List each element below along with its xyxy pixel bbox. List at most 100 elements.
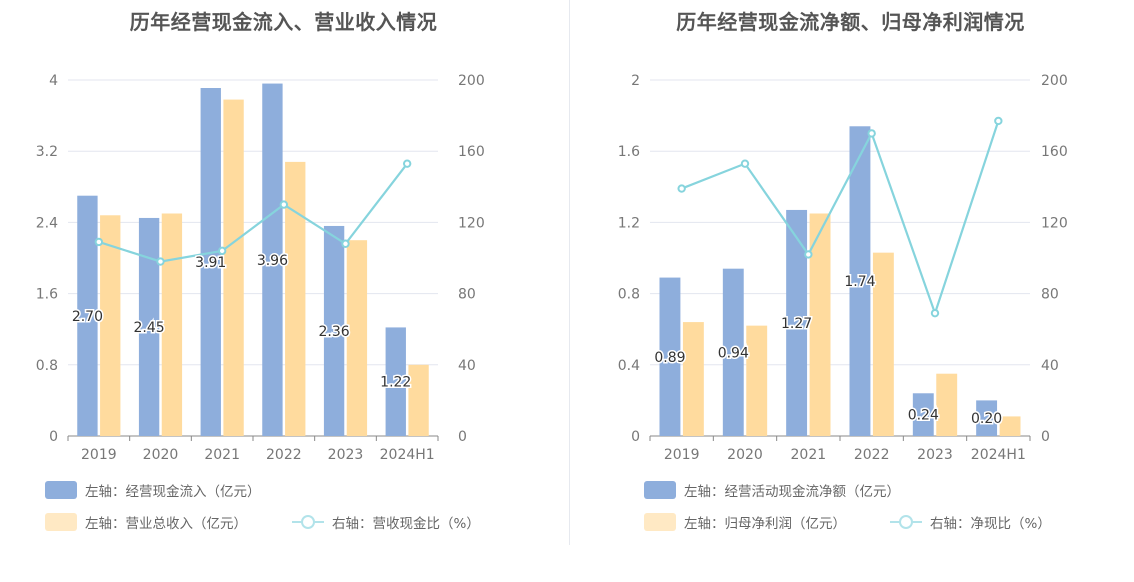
legend-label: 左轴：归母净利润（亿元） <box>684 516 846 532</box>
legend-item-net-profit[interactable]: 左轴：归母净利润（亿元） <box>644 512 846 532</box>
bar-data-label: 0.94 <box>718 345 749 361</box>
chart-title: 历年经营现金流入、营业收入情况 <box>129 10 438 34</box>
right-axis-tick-label: 0 <box>458 429 467 445</box>
bar <box>200 88 221 436</box>
legend-label: 左轴：经营活动现金流净额（亿元） <box>684 484 900 500</box>
bar <box>138 217 160 436</box>
legend-swatch <box>890 513 922 531</box>
bar <box>223 99 244 436</box>
left-axis-tick-label: 0.8 <box>618 287 640 303</box>
bar-data-label: 0.20 <box>971 411 1002 427</box>
x-axis-tick-label: 2024H1 <box>971 447 1026 463</box>
line-point <box>994 116 1003 126</box>
legend-label: 左轴：经营现金流入（亿元） <box>85 484 261 500</box>
bar <box>872 252 894 436</box>
right-axis-tick-label: 120 <box>458 215 485 231</box>
bar-data-label: 3.91 <box>195 255 226 271</box>
left-axis-tick-label: 0 <box>631 429 640 445</box>
bar <box>323 225 345 436</box>
x-axis-tick-label: 2020 <box>727 447 763 463</box>
x-axis-tick-label: 2021 <box>791 447 827 463</box>
left-axis-tick-label: 1.6 <box>618 144 640 160</box>
x-axis-tick-label: 2019 <box>664 447 700 463</box>
bar-data-label: 2.70 <box>72 309 103 325</box>
bar <box>408 364 429 436</box>
x-axis-tick-label: 2024H1 <box>380 447 435 463</box>
x-axis-tick-label: 2022 <box>854 447 890 463</box>
left-axis-tick-label: 4 <box>49 73 58 89</box>
left-axis-tick-label: 3.2 <box>36 144 58 160</box>
right-axis-tick-label: 160 <box>1041 144 1068 160</box>
x-axis-tick-label: 2019 <box>81 447 117 463</box>
bar <box>659 277 681 436</box>
left-axis-tick-label: 2 <box>631 73 640 89</box>
legend-item-cash-inflow[interactable]: 左轴：经营现金流入（亿元） <box>45 480 261 500</box>
bar <box>849 126 871 436</box>
left-axis-tick-label: 2.4 <box>36 215 58 231</box>
bar-data-label: 2.45 <box>134 320 165 336</box>
chart-svg-net-cash: 0 0.4 0.8 1.2 1.6 2 0 40 80 120 160 200 2019 2020 2021… <box>618 73 1068 463</box>
chart-title: 历年经营现金流净额、归母净利润情况 <box>676 10 1025 34</box>
bar-data-label: 2.36 <box>319 324 350 340</box>
legend-label: 右轴：净现比（%） <box>930 516 1051 532</box>
bar <box>262 83 283 436</box>
right-axis-tick-label: 120 <box>1041 215 1068 231</box>
bar <box>912 393 934 436</box>
legend-item-ratio[interactable]: 右轴：营收现金比（%） <box>292 512 480 532</box>
bar <box>746 325 768 436</box>
bar <box>385 327 406 436</box>
line-point <box>867 129 876 138</box>
left-axis-tick-label: 1.6 <box>36 287 58 303</box>
legend-item-ratio[interactable]: 右轴：净现比（%） <box>890 512 1051 532</box>
bar <box>786 209 808 436</box>
right-axis-tick-label: 160 <box>458 144 485 160</box>
legend-item-revenue[interactable]: 左轴：营业总收入（亿元） <box>45 512 247 532</box>
legend-swatch <box>644 513 676 531</box>
line-point <box>804 250 813 259</box>
x-axis-tick-label: 2020 <box>143 447 179 463</box>
legend-item-net-cash[interactable]: 左轴：经营活动现金流净额（亿元） <box>644 480 900 500</box>
bar-data-label: 0.24 <box>908 408 939 424</box>
right-axis-tick-label: 80 <box>1041 287 1059 303</box>
line-point <box>930 308 940 318</box>
bar <box>682 322 704 436</box>
right-axis-tick-label: 0 <box>1041 429 1050 445</box>
bar <box>722 268 744 436</box>
line-point <box>217 246 227 256</box>
left-axis-tick-label: 0 <box>49 429 58 445</box>
bar <box>936 373 958 436</box>
series-line <box>681 120 1000 317</box>
bar-data-label: 1.27 <box>781 316 812 332</box>
panel-divider <box>569 0 570 545</box>
bar-data-label: 1.22 <box>380 375 411 391</box>
line-point <box>740 159 750 168</box>
chart-panel-cash-inflow: 历年经营现金流入、营业收入情况 0 0.8 1.6 2.4 3.2 4 0 40 80 120 16… <box>36 10 485 532</box>
line-point <box>341 239 350 248</box>
bar-data-label: 0.89 <box>654 350 685 366</box>
right-axis-tick-label: 40 <box>1041 358 1059 374</box>
bar <box>100 215 121 436</box>
legend-swatch <box>45 513 77 531</box>
bar <box>976 400 998 436</box>
line-point <box>279 200 289 209</box>
line-point <box>402 159 412 168</box>
chart-panel-net-cash: 历年经营现金流净额、归母净利润情况 0 0.4 0.8 1.2 1.6 2 0 40 80 120… <box>567 0 1134 582</box>
legend-swatch <box>644 481 676 499</box>
legend-label: 左轴：营业总收入（亿元） <box>85 516 247 532</box>
bar <box>285 161 306 436</box>
right-axis-tick-label: 40 <box>458 358 476 374</box>
bar <box>809 213 831 436</box>
x-axis-tick-label: 2023 <box>917 447 953 463</box>
series-line <box>98 162 409 263</box>
left-axis-tick-label: 0.8 <box>36 358 58 374</box>
legend-swatch <box>45 481 77 499</box>
x-axis-tick-label: 2022 <box>266 447 302 463</box>
bar <box>161 213 183 436</box>
bar <box>77 195 98 436</box>
line-point <box>94 237 104 247</box>
bar <box>346 240 368 436</box>
right-axis-tick-label: 200 <box>1041 73 1068 89</box>
bar <box>999 416 1021 436</box>
right-axis-tick-label: 200 <box>458 73 485 89</box>
